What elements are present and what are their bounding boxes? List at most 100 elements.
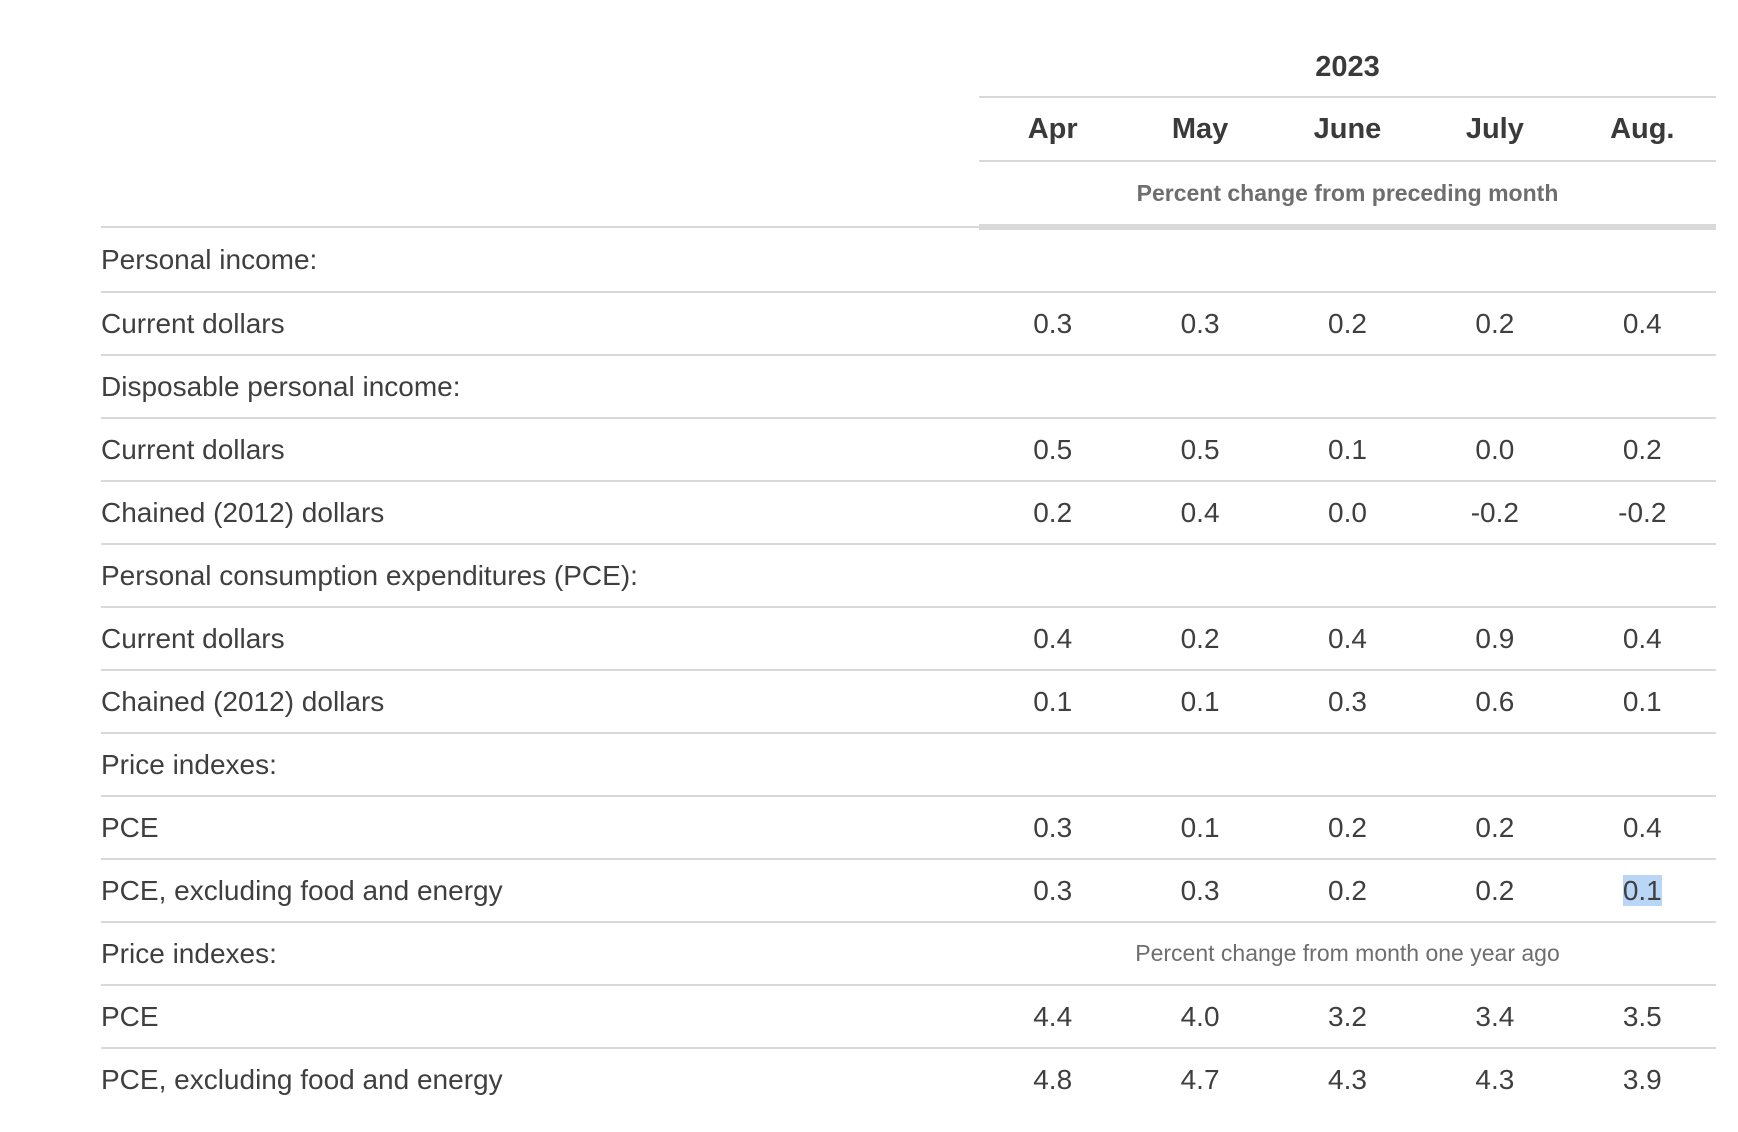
section-row: Personal consumption expenditures (PCE): [101,544,1717,608]
month-header: June [1273,97,1422,162]
value-cell: 0.3 [979,796,1127,860]
value-cell: 0.1 [1126,670,1274,734]
value-cell: 4.8 [979,1048,1126,1110]
empty-cell [979,544,1717,608]
value-text: 3.4 [1475,1000,1515,1032]
value-cell: 4.4 [979,985,1127,1049]
table-row: Current dollars 0.5 0.5 0.1 0.0 0.2 [101,418,1717,482]
value-cell: 0.2 [1568,418,1717,482]
row-label: Chained (2012) dollars [101,481,979,545]
value-cell: 0.5 [1126,418,1274,482]
value-cell: 3.4 [1421,985,1569,1049]
table-row: Chained (2012) dollars 0.2 0.4 0.0 -0.2 -0.2 [101,481,1717,545]
row-label: PCE, excluding food and energy [101,1063,503,1095]
value-text: 0.0 [1328,496,1367,528]
value-cell: -0.2 [1421,481,1569,545]
value-cell: 0.2 [1421,292,1569,356]
section-label: Disposable personal income: [101,355,979,419]
table-body: Personal income: Current dollars 0.3 0.3 0.2… [101,227,1717,1110]
value-text: 0.3 [1180,874,1220,906]
section-label: Personal consumption expenditures (PCE): [101,544,979,608]
value-cell: 0.5 [979,418,1127,482]
value-text: -0.2 [1618,496,1667,528]
row-label: Current dollars [101,607,979,671]
year-header-row: 2023 [101,38,1717,98]
year-header: 2023 [979,38,1717,98]
table-row: PCE 4.4 4.0 3.2 3.4 3.5 [101,985,1717,1049]
header-blank [101,97,979,161]
table-row: Current dollars 0.4 0.2 0.4 0.9 0.4 [101,607,1717,671]
value-cell: 0.1 [1126,796,1274,860]
value-text: 0.3 [1180,307,1220,339]
value-text: 4.7 [1180,1063,1220,1095]
section-row: Price indexes: [101,733,1717,797]
value-cell: 0.1 [1273,418,1422,482]
value-cell: 0.0 [1421,418,1569,482]
value-cell: 0.2 [1273,859,1422,923]
month-header-row: Apr May June July Aug. [101,97,1717,162]
value-text: 4.8 [1033,1063,1073,1095]
value-text: 0.2 [1328,307,1367,339]
value-cell: 3.9 [1569,1048,1716,1110]
value-text: 0.5 [1033,433,1073,465]
value-text: 3.9 [1622,1063,1662,1095]
month-header: July [1421,97,1569,162]
value-cell: 4.3 [1274,1048,1421,1110]
value-cell: 0.4 [1568,607,1717,671]
value-text: 0.1 [1180,685,1220,717]
value-text: 0.1 [1033,685,1073,717]
value-cell: 4.3 [1421,1048,1568,1110]
value-text: 0.9 [1475,622,1515,654]
personal-income-outlays-table: 2023 Apr May June July Aug. Percent chan… [101,38,1717,1110]
table-row: PCE 0.3 0.1 0.2 0.2 0.4 [101,796,1717,860]
value-cell: 0.2 [1126,607,1274,671]
table-row: Chained (2012) dollars 0.1 0.1 0.3 0.6 0.1 [101,670,1717,734]
value-text: 0.4 [1033,622,1073,654]
value-text: 0.1 [1180,811,1220,843]
value-text: 0.4 [1622,622,1662,654]
table-header: 2023 Apr May June July Aug. Percent chan… [101,38,1717,230]
value-cell: 0.3 [1273,670,1422,734]
value-text: 0.4 [1622,811,1662,843]
section-row: Price indexes: Percent change from month … [101,922,1717,986]
section-label: Personal income: [101,227,979,293]
value-text: -0.2 [1470,496,1519,528]
row-label: PCE [101,796,979,860]
month-header: May [1126,97,1274,162]
table-row: PCE, excluding food and energy 0.3 0.3 0.2 0… [101,859,1717,923]
row-label: Chained (2012) dollars [101,670,979,734]
value-cell: 0.2 [1273,292,1422,356]
value-text: 4.3 [1475,1063,1515,1095]
value-text: 3.5 [1622,1000,1662,1032]
section-row: Disposable personal income: [101,355,1717,419]
value-text: 0.0 [1475,433,1515,465]
value-cell: 0.1 [1568,859,1717,923]
value-text: 4.0 [1180,1000,1220,1032]
header-blank [101,161,979,228]
value-cell: 0.3 [1126,292,1274,356]
value-cell: 3.2 [1273,985,1422,1049]
value-text: 4.3 [1328,1063,1367,1095]
value-text: 0.1 [1328,433,1367,465]
empty-cell [979,355,1717,419]
unit-note: Percent change from month one year ago [979,922,1717,986]
value-cell: 0.2 [979,481,1127,545]
section-row: Personal income: [101,227,1717,293]
value-cell: 0.1 [1568,670,1717,734]
value-cell: 0.4 [1273,607,1422,671]
value-text: 0.2 [1475,874,1515,906]
value-text: 0.2 [1180,622,1220,654]
value-text: 0.6 [1475,685,1515,717]
value-cell: 0.0 [1273,481,1422,545]
value-cell: 0.3 [979,859,1127,923]
value-text: 0.3 [1033,874,1073,906]
value-text: 0.4 [1622,307,1662,339]
unit-header: Percent change from preceding month [979,161,1717,230]
value-cell: 0.1 [979,670,1127,734]
value-text: 0.2 [1622,433,1662,465]
value-text: 3.2 [1328,1000,1367,1032]
value-text: 0.3 [1033,811,1073,843]
value-text: 0.2 [1475,307,1515,339]
month-header: Aug. [1568,97,1717,162]
value-cell: 0.2 [1421,796,1569,860]
